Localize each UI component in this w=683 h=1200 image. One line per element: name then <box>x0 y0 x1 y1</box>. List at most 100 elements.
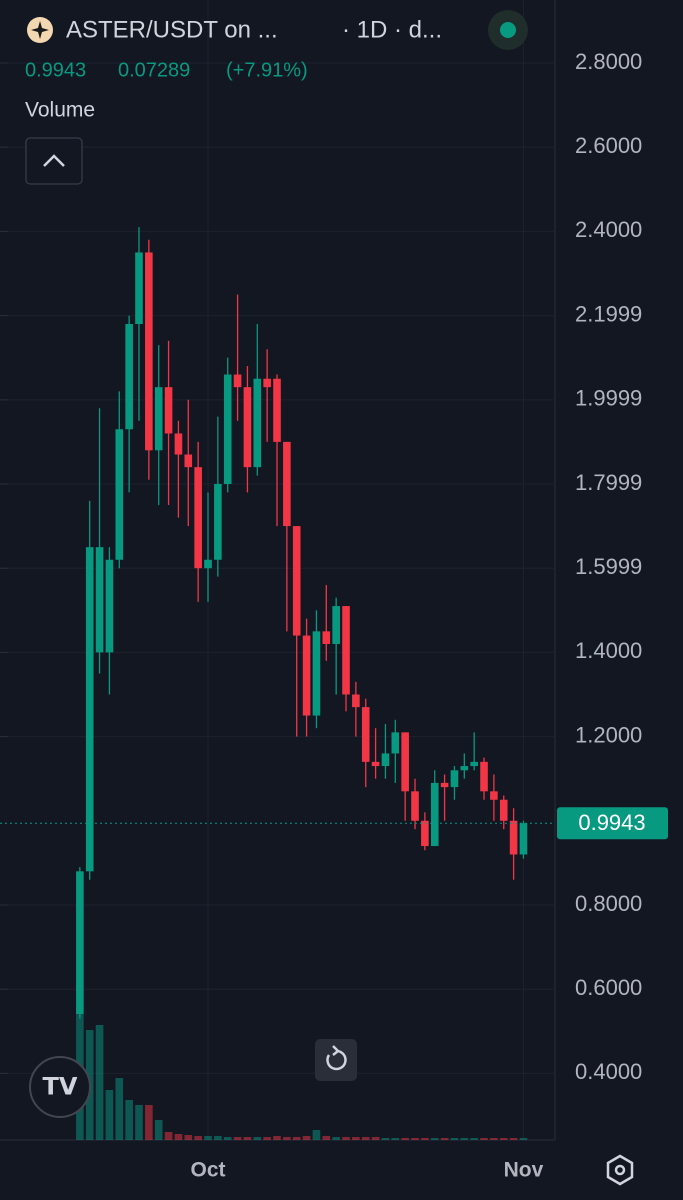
volume-bar <box>460 1138 469 1140</box>
candle-body <box>292 526 301 636</box>
volume-bar <box>430 1138 439 1140</box>
reset-button[interactable] <box>315 1039 357 1081</box>
volume-bar <box>509 1138 518 1140</box>
volume-bar <box>164 1132 173 1140</box>
y-tick-label: 0.4000 <box>575 1059 642 1084</box>
volume-bar <box>411 1138 419 1140</box>
candle-body <box>204 559 212 569</box>
y-tick-label: 0.6000 <box>575 975 642 1000</box>
volume-bar <box>214 1136 222 1140</box>
symbol-title[interactable]: ASTER/USDT on ... <box>66 16 278 43</box>
volume-bar <box>312 1130 321 1140</box>
last-price: 0.9943 <box>25 59 86 81</box>
collapse-button[interactable] <box>25 137 83 185</box>
candle-body <box>223 374 232 484</box>
y-tick-label: 1.2000 <box>575 722 642 747</box>
candle-body <box>499 799 508 821</box>
volume-bar <box>519 1138 528 1140</box>
volume-bar <box>184 1135 193 1140</box>
candle-body <box>470 761 478 767</box>
volume-bar <box>154 1120 163 1140</box>
volume-bar <box>401 1138 409 1140</box>
tradingview-logo[interactable] <box>29 1056 91 1118</box>
candle-body <box>411 791 419 821</box>
volume-bar <box>115 1078 124 1140</box>
volume-bar <box>352 1137 360 1140</box>
candle-body <box>490 791 498 800</box>
candle-body <box>154 387 163 451</box>
logo-mark: 𝗧𝗩 <box>43 1073 78 1100</box>
candle-body <box>480 761 488 792</box>
volume-bar <box>361 1137 370 1140</box>
candle-body <box>253 378 262 468</box>
candle-body <box>332 606 340 644</box>
volume-bar <box>302 1136 311 1140</box>
change: 0.07289 <box>118 59 190 81</box>
axes: 2.8000 2.6000 2.4000 2.1999 1.9999 1.7999 1.59… <box>0 49 668 1182</box>
candles <box>0 227 555 1019</box>
volume-bar <box>490 1138 498 1140</box>
volume-bar <box>273 1136 281 1140</box>
candle-body <box>184 454 193 468</box>
chevron-up <box>43 154 65 167</box>
symbol-icon-star <box>31 21 49 39</box>
volume-bar <box>233 1137 242 1140</box>
candle-body <box>233 374 242 388</box>
volume-bar <box>371 1137 380 1140</box>
candle-body <box>174 433 183 455</box>
y-tick-label: 2.6000 <box>575 133 642 158</box>
candle-body <box>283 441 291 527</box>
interval[interactable]: · 1D · d... <box>342 16 442 43</box>
change-percent: (+7.91%) <box>226 59 308 81</box>
candle-body <box>194 467 202 569</box>
candle-body <box>273 378 281 442</box>
settings-button[interactable] <box>606 1154 634 1186</box>
candle-body <box>342 606 350 695</box>
candle-body <box>401 732 409 792</box>
y-tick-label: 1.5999 <box>575 554 642 579</box>
last-price-tag-label: 0.9943 <box>578 810 645 835</box>
volume-bar <box>253 1137 262 1140</box>
last-price-tag <box>557 807 668 840</box>
y-tick-label: 1.7999 <box>575 470 642 495</box>
candle-body <box>421 820 429 847</box>
candle-body <box>95 547 104 653</box>
candle-body <box>450 770 459 788</box>
candle-body <box>76 871 84 1015</box>
reset-icon <box>326 1049 347 1071</box>
volume-bar <box>105 1090 114 1140</box>
x-tick-label: Nov <box>504 1159 544 1182</box>
candle-body <box>381 753 390 767</box>
volume-bar <box>450 1138 459 1140</box>
candle-body <box>302 635 311 716</box>
volume-bar <box>95 1025 104 1140</box>
candle-body <box>263 378 271 388</box>
volume-bar <box>145 1105 153 1140</box>
volume-bar <box>421 1138 429 1140</box>
candle-body <box>430 782 439 847</box>
candle-body <box>164 387 173 434</box>
y-tick-label: 0.8000 <box>575 891 642 916</box>
volume-bar <box>135 1105 143 1140</box>
volume-bar <box>440 1138 449 1140</box>
candle-body <box>105 559 114 653</box>
candle-body <box>85 547 94 872</box>
candle-body <box>519 823 528 855</box>
status-dot <box>500 22 516 38</box>
volume-bar <box>204 1136 212 1140</box>
y-tick-label: 2.8000 <box>575 49 642 74</box>
candle-body <box>440 782 449 788</box>
candle-body <box>361 707 370 762</box>
candle-body <box>115 429 124 560</box>
candle-body <box>312 631 321 716</box>
volume-bar <box>322 1136 331 1140</box>
volume-bar <box>381 1138 390 1140</box>
volume-bar <box>263 1137 271 1140</box>
volume-bar <box>470 1138 478 1140</box>
volume-bar <box>125 1100 133 1140</box>
candle-body <box>125 324 133 430</box>
candle-body <box>243 387 252 468</box>
volume-bar <box>223 1137 232 1140</box>
